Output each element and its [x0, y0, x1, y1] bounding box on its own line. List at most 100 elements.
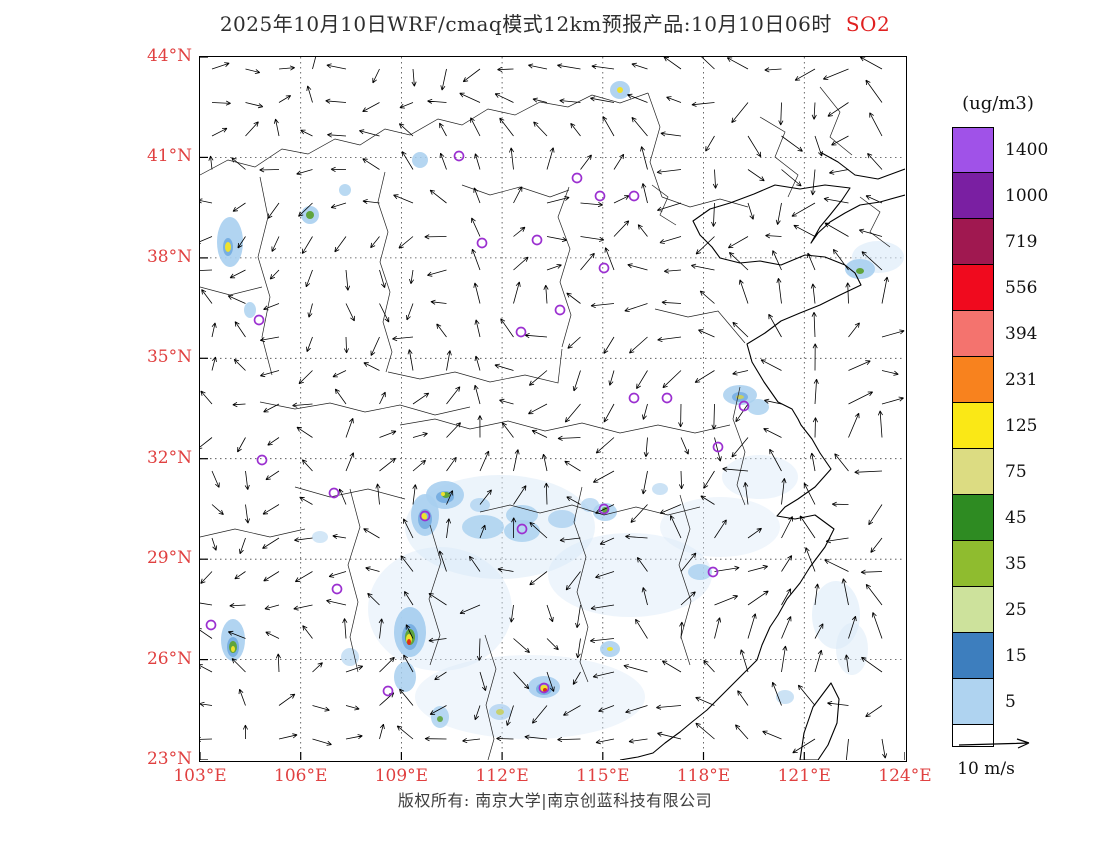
province-boundary: [654, 308, 746, 344]
station-marker: [594, 190, 606, 202]
province-boundary: [257, 176, 273, 376]
lat-label: 26°N: [146, 648, 192, 669]
lon-label: 103°E: [173, 766, 227, 786]
legend-segment: 25: [952, 587, 1027, 633]
station-marker-layer: [205, 150, 750, 697]
province-boundary: [557, 186, 572, 348]
legend-segment: 45: [952, 495, 1027, 541]
station-marker: [571, 172, 583, 184]
legend-level-label: 75: [1005, 461, 1027, 482]
wind-vectors: [200, 57, 905, 760]
legend-segment: [952, 725, 994, 747]
station-marker: [476, 237, 488, 249]
legend-segment: 75: [952, 449, 1027, 495]
station-marker: [628, 392, 640, 404]
province-boundary: [200, 528, 306, 538]
province-boundary: [428, 524, 442, 666]
so2-patch: [394, 662, 416, 692]
station-marker: [328, 487, 340, 499]
lon-label: 112°E: [475, 766, 529, 786]
station-marker: [598, 503, 610, 515]
legend-segment: 1400: [952, 127, 1048, 173]
province-boundary: [819, 86, 853, 156]
station-marker: [661, 392, 673, 404]
so2-patch: [543, 688, 547, 692]
wind-reference-arrow-icon: [958, 738, 1030, 749]
legend-segment: 394: [952, 311, 1037, 357]
lon-label: 115°E: [576, 766, 630, 786]
so2-patch: [415, 655, 645, 739]
province-boundary: [461, 184, 570, 198]
boundary-layer: [200, 86, 891, 760]
province-boundary: [200, 92, 649, 176]
so2-patch: [722, 455, 798, 499]
station-marker: [707, 566, 719, 578]
legend-level-label: 15: [1005, 645, 1027, 666]
lon-label: 118°E: [676, 766, 731, 786]
legend-level-label: 394: [1005, 323, 1038, 344]
station-marker: [419, 510, 431, 522]
wind-vector-layer: [200, 57, 905, 760]
color-legend: (ug/m3) 1400 1000 719 556 394 231 125 75 45 35 25 1…: [952, 93, 1048, 747]
so2-patch: [407, 639, 411, 645]
legend-segment: 5: [952, 679, 1016, 725]
legend-segment: 556: [952, 265, 1037, 311]
so2-patch: [776, 690, 794, 704]
legend-level-label: 45: [1005, 507, 1027, 528]
wind-scale-label: 10 m/s: [957, 759, 1015, 779]
legend-level-label: 5: [1005, 691, 1016, 712]
so2-patch: [437, 716, 443, 722]
so2-patch: [470, 498, 490, 512]
legend-level-label: 719: [1005, 231, 1038, 252]
so2-patch: [660, 497, 780, 557]
so2-patch: [231, 646, 235, 652]
coastline: [819, 151, 905, 180]
forecast-map: [200, 57, 905, 760]
so2-patch: [581, 498, 599, 512]
legend-segment: 125: [952, 403, 1037, 449]
province-boundary: [294, 486, 406, 500]
axis-ticks: [200, 57, 905, 760]
province-boundary: [347, 488, 361, 673]
map-frame: [199, 56, 907, 762]
station-marker: [598, 262, 610, 274]
province-boundary: [399, 418, 731, 434]
province-boundary: [661, 196, 749, 208]
legend-segment: 1000: [952, 173, 1048, 219]
so2-patch: [341, 648, 359, 666]
so2-patch: [548, 533, 712, 617]
so2-patch: [496, 709, 504, 715]
so2-patch: [856, 268, 864, 274]
so2-patch: [504, 520, 540, 542]
province-boundary: [759, 116, 799, 198]
lat-label: 35°N: [146, 347, 192, 368]
station-marker: [256, 454, 268, 466]
so2-patch: [607, 647, 613, 651]
legend-level-label: 1000: [1005, 185, 1049, 206]
province-boundary: [678, 494, 692, 666]
station-marker: [453, 150, 465, 162]
title-species: SO2: [845, 12, 891, 36]
lat-label: 38°N: [146, 246, 192, 267]
legend-segment: 231: [952, 357, 1037, 403]
province-boundary: [732, 386, 746, 506]
so2-concentration-layer: [217, 81, 904, 739]
station-marker: [515, 326, 527, 338]
station-marker: [516, 523, 528, 535]
legend-level-label: 1400: [1005, 140, 1049, 160]
page-title: 2025年10月10日WRF/cmaq模式12km预报产品:10月10日06时 S…: [150, 8, 960, 37]
wind-scale: 10 m/s: [926, 736, 1046, 779]
so2-patch: [548, 510, 576, 528]
station-marker: [538, 682, 550, 694]
station-marker: [554, 304, 566, 316]
lon-label: 109°E: [374, 766, 429, 786]
province-boundary: [387, 348, 563, 384]
so2-patch: [306, 211, 314, 219]
province-boundary: [651, 184, 677, 226]
legend-level-label: 35: [1005, 553, 1027, 574]
lon-label: 106°E: [274, 766, 328, 786]
so2-patch: [339, 184, 351, 196]
legend-level-label: 125: [1005, 415, 1038, 436]
province-boundary: [647, 92, 663, 198]
legend-level-label: 556: [1005, 277, 1038, 298]
